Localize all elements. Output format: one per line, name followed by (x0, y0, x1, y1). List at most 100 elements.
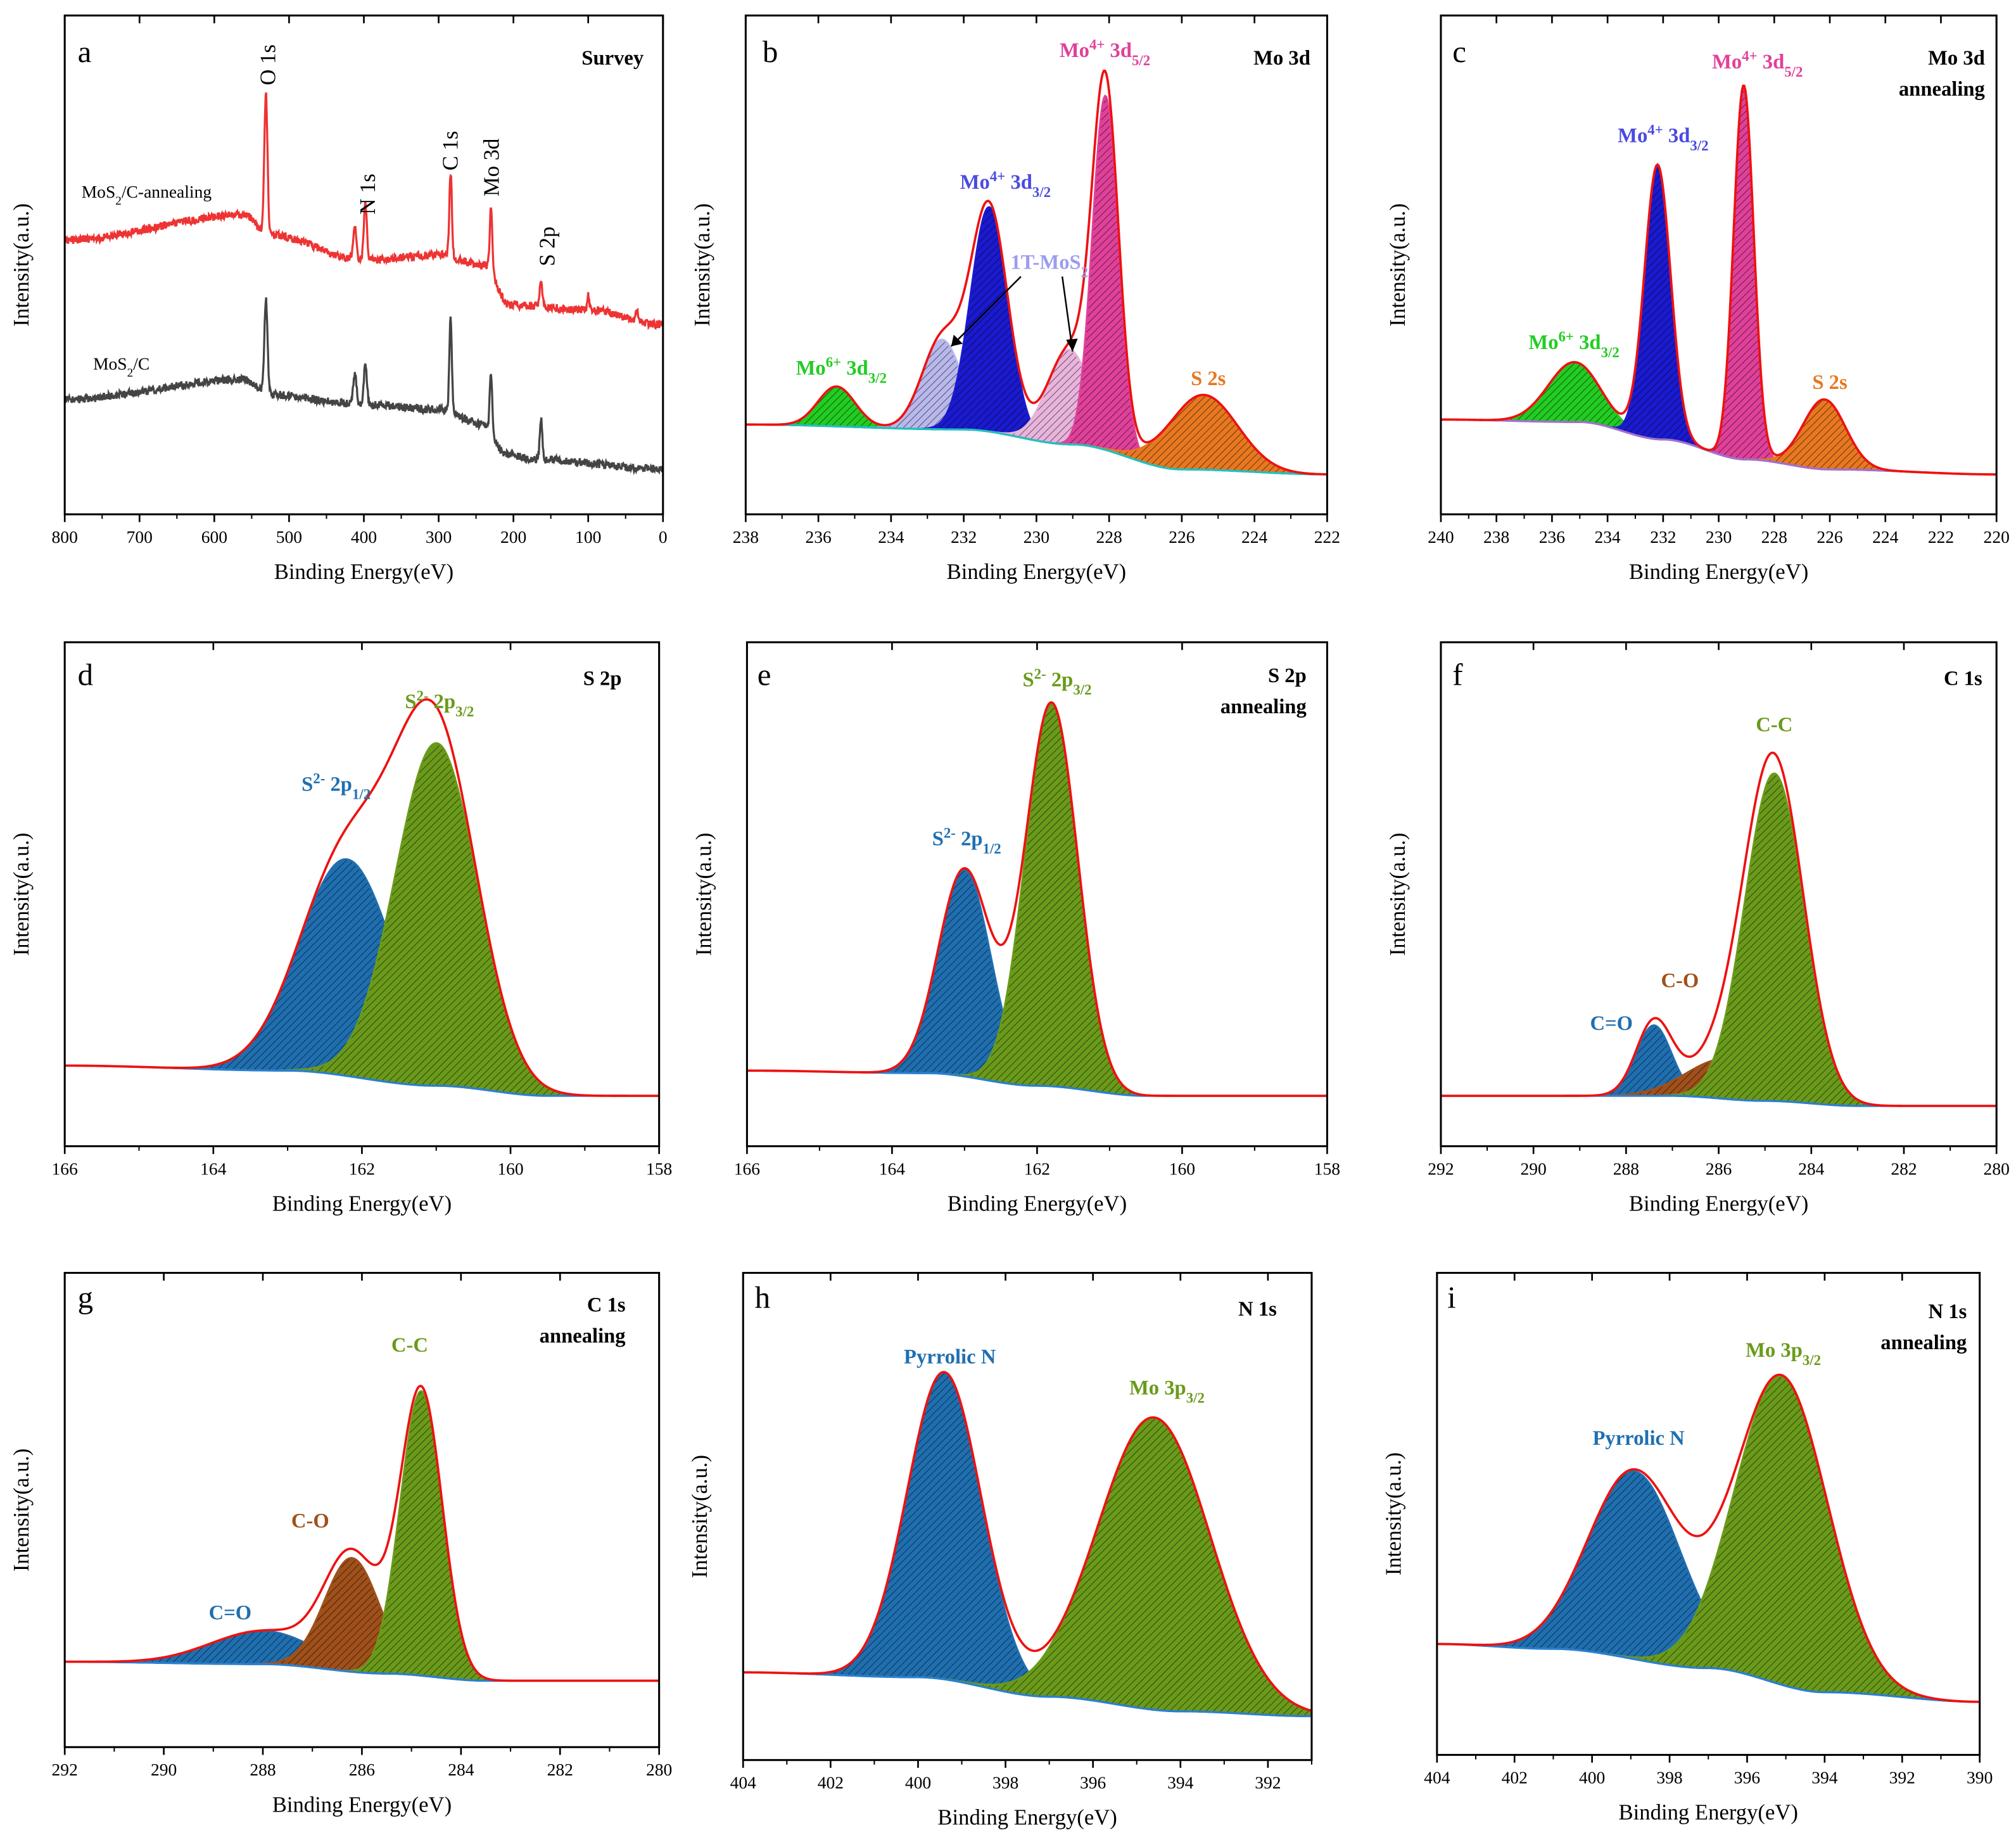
x-tick-label: 282 (1891, 1159, 1917, 1178)
peak-label: S2- 2p3/2 (405, 687, 474, 719)
envelope-line (65, 1385, 659, 1682)
x-tick-label: 300 (426, 527, 452, 547)
panel-letter: i (1447, 1280, 1456, 1315)
panel-h: Pyrrolic N Mo 3p3/2 404 402 400 398 396 394 392 B… (687, 1272, 1313, 1830)
x-tick-label: 228 (1761, 527, 1787, 547)
x-tick-label: 234 (1594, 527, 1621, 547)
arrow-head-icon (1066, 338, 1078, 352)
x-tick-label: 234 (878, 527, 904, 547)
x-tick-label: 392 (1889, 1767, 1915, 1787)
x-tick-label: 394 (1167, 1773, 1194, 1793)
label-part: 1T-MoS (1010, 251, 1081, 274)
x-axis-label: Binding Energy(eV) (937, 1805, 1117, 1830)
peak-label: Mo6+ 3d3/2 (796, 354, 887, 386)
y-axis-label: Intensity(a.u.) (9, 1449, 34, 1572)
x-tick-label: 396 (1734, 1767, 1760, 1787)
label-part: 3d (1663, 124, 1690, 147)
peak-label: C-O (291, 1509, 329, 1532)
panel-letter: f (1452, 657, 1463, 692)
x-tick-label: 162 (1024, 1159, 1050, 1178)
label-part: S (932, 827, 944, 850)
peak-label: Mo4+ 3d5/2 (1712, 48, 1803, 80)
series-label-annealed: MoS2/C-annealing (82, 182, 212, 208)
envelope-line (747, 701, 1328, 1097)
x-tick-label: 398 (992, 1773, 1018, 1793)
x-tick-label: 286 (349, 1760, 375, 1779)
background-line (745, 423, 1328, 476)
label-part: /C (133, 353, 149, 373)
x-tick-label: 292 (1428, 1159, 1454, 1178)
x-tick-label: 222 (1928, 527, 1954, 547)
component-peak-mo-3p3-2 (1436, 1375, 1981, 1703)
label-part: C=O (209, 1601, 252, 1624)
panel-title: Mo 3d (1253, 47, 1310, 70)
label-part: Mo 3p (1746, 1339, 1803, 1362)
label-part: 2 (1081, 264, 1088, 280)
panel-title: Survey (581, 47, 643, 70)
y-axis-label: Intensity(a.u.) (9, 203, 34, 327)
label-part: 2p (325, 773, 352, 796)
x-tick-label: 226 (1816, 527, 1842, 547)
x-tick-label: 238 (733, 527, 759, 547)
panel-letter: a (78, 34, 92, 69)
peak-label: Mo 3p3/2 (1129, 1376, 1205, 1406)
panel-title: S 2p (1268, 664, 1307, 687)
label-part: 4+ (1647, 122, 1663, 137)
x-tick-label: 800 (52, 527, 78, 547)
label-part: C-O (291, 1509, 329, 1532)
label-part: C=O (1590, 1012, 1633, 1035)
label-part: S (405, 690, 416, 713)
x-tick-label: 288 (1613, 1159, 1639, 1178)
x-tick-label: 284 (1798, 1159, 1825, 1178)
arrow-head-icon (951, 334, 963, 346)
label-part: 5/2 (1132, 52, 1150, 68)
x-tick-label: 224 (1872, 527, 1899, 547)
panel-g: C-C C-O C=O 292 290 288 286 284 282 280 Binding En… (9, 1272, 672, 1817)
background-line (1440, 1095, 1997, 1107)
peak-label: S2- 2p1/2 (301, 770, 371, 802)
peak-label: O 1s (256, 44, 281, 86)
x-tick-label: 100 (575, 527, 601, 547)
x-tick-label: 164 (879, 1159, 906, 1178)
label-part: 2p (429, 690, 456, 713)
envelope-line (65, 698, 659, 1097)
panel-title: annealing (1880, 1331, 1967, 1354)
label-part: 2p (956, 827, 983, 850)
x-tick-label: 230 (1706, 527, 1732, 547)
y-axis-label: Intensity(a.u.) (687, 1455, 712, 1578)
peak-label: N 1s (355, 174, 380, 215)
y-axis-label: Intensity(a.u.) (9, 833, 34, 956)
panel-letter: e (758, 657, 771, 692)
peak-label: C=O (1590, 1012, 1633, 1035)
x-tick-label: 164 (200, 1159, 227, 1178)
peak-label: Mo 3p3/2 (1746, 1339, 1821, 1368)
label-part: 3d (1574, 331, 1601, 354)
x-axis-label: Binding Energy(eV) (272, 1191, 452, 1216)
x-tick-label: 160 (497, 1159, 523, 1178)
x-axis-label: Binding Energy(eV) (1629, 559, 1808, 584)
x-axis-label: Binding Energy(eV) (947, 559, 1126, 584)
x-tick-label: 236 (805, 527, 831, 547)
x-tick-label: 232 (951, 527, 977, 547)
x-axis-label: Binding Energy(eV) (1629, 1191, 1808, 1216)
x-tick-label: 500 (276, 527, 302, 547)
label-part: 3/2 (455, 703, 474, 719)
panel-letter: b (763, 34, 778, 69)
plot-frame (63, 14, 664, 516)
label-part: 2- (1034, 666, 1046, 682)
x-tick-label: 402 (1502, 1767, 1528, 1787)
panel-title: S 2p (583, 667, 622, 690)
peak-label: S2- 2p1/2 (932, 825, 1001, 856)
label-part: S (1023, 668, 1034, 691)
x-tick-label: 400 (351, 527, 377, 547)
panel-letter: d (78, 657, 93, 692)
x-tick-label: 600 (201, 527, 227, 547)
series-line-annealed (63, 92, 664, 331)
peak-label: S2- 2p3/2 (1023, 666, 1092, 697)
x-tick-label: 220 (1984, 527, 2010, 547)
label-part: 3d (841, 357, 868, 380)
y-axis-label: Intensity(a.u.) (1385, 833, 1410, 956)
